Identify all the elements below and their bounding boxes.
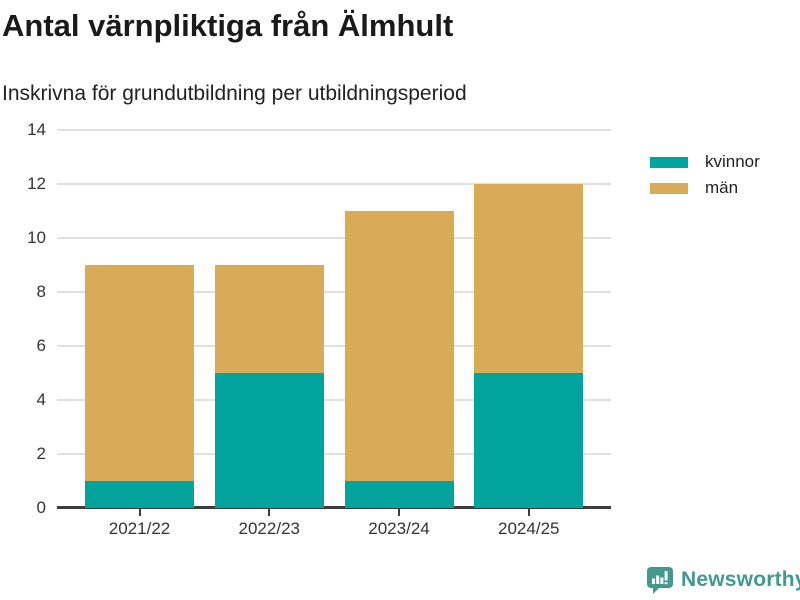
gridline-y-2 [57,453,611,455]
brand-footer: Newsworthy [646,566,800,594]
bar-segment-män-2023/24 [344,211,454,481]
legend-item-kvinnor: kvinnor [650,149,760,175]
legend-swatch-kvinnor [650,156,688,168]
bar-segment-män-2022/23 [214,265,324,373]
x-axis-tick [268,509,271,516]
y-axis-tick-label: 12 [27,174,46,193]
chart-title: Antal värnpliktiga från Älmhult [2,8,454,43]
bar-segment-kvinnor-2024/25 [474,373,584,508]
legend-item-män: män [650,175,760,201]
chart-legend: kvinnor män [650,149,760,201]
x-axis-category-label: 2023/24 [368,519,430,538]
brand-name: Newsworthy [681,568,800,591]
chart-subtitle: Inskrivna för grundutbildning per utbild… [2,82,467,105]
x-axis-category-label: 2024/25 [498,519,560,538]
x-axis-category-label: 2021/22 [108,519,171,538]
legend-label: kvinnor [705,152,760,171]
x-axis-category-label: 2022/23 [238,519,300,538]
y-axis-tick-label: 14 [27,120,46,139]
legend-swatch-män [650,182,688,194]
x-axis-line [57,506,611,509]
bar-segment-män-2024/25 [474,184,584,373]
bar-segment-män-2021/22 [85,265,194,481]
bar-segment-kvinnor-2021/22 [85,481,194,508]
x-axis-tick [398,509,400,516]
bar-segment-kvinnor-2022/23 [214,373,324,508]
gridline-y-8 [57,291,611,293]
newsworthy-logo-icon [647,567,673,594]
gridline-y-14 [57,129,611,131]
y-axis-tick-label: 6 [36,336,46,355]
x-axis-tick [527,509,530,516]
gridline-y-12 [57,183,611,185]
y-axis-tick-label: 2 [36,444,46,463]
y-axis-tick-label: 8 [36,282,46,301]
y-axis-tick-label: 4 [36,390,46,409]
gridline-y-4 [57,399,611,401]
gridline-y-10 [57,237,611,239]
gridline-y-6 [57,345,611,347]
y-axis-tick-label: 0 [36,498,46,517]
x-axis-tick [138,509,141,516]
bar-segment-kvinnor-2023/24 [344,481,454,508]
legend-label: män [705,178,739,197]
y-axis-tick-label: 10 [27,228,46,247]
